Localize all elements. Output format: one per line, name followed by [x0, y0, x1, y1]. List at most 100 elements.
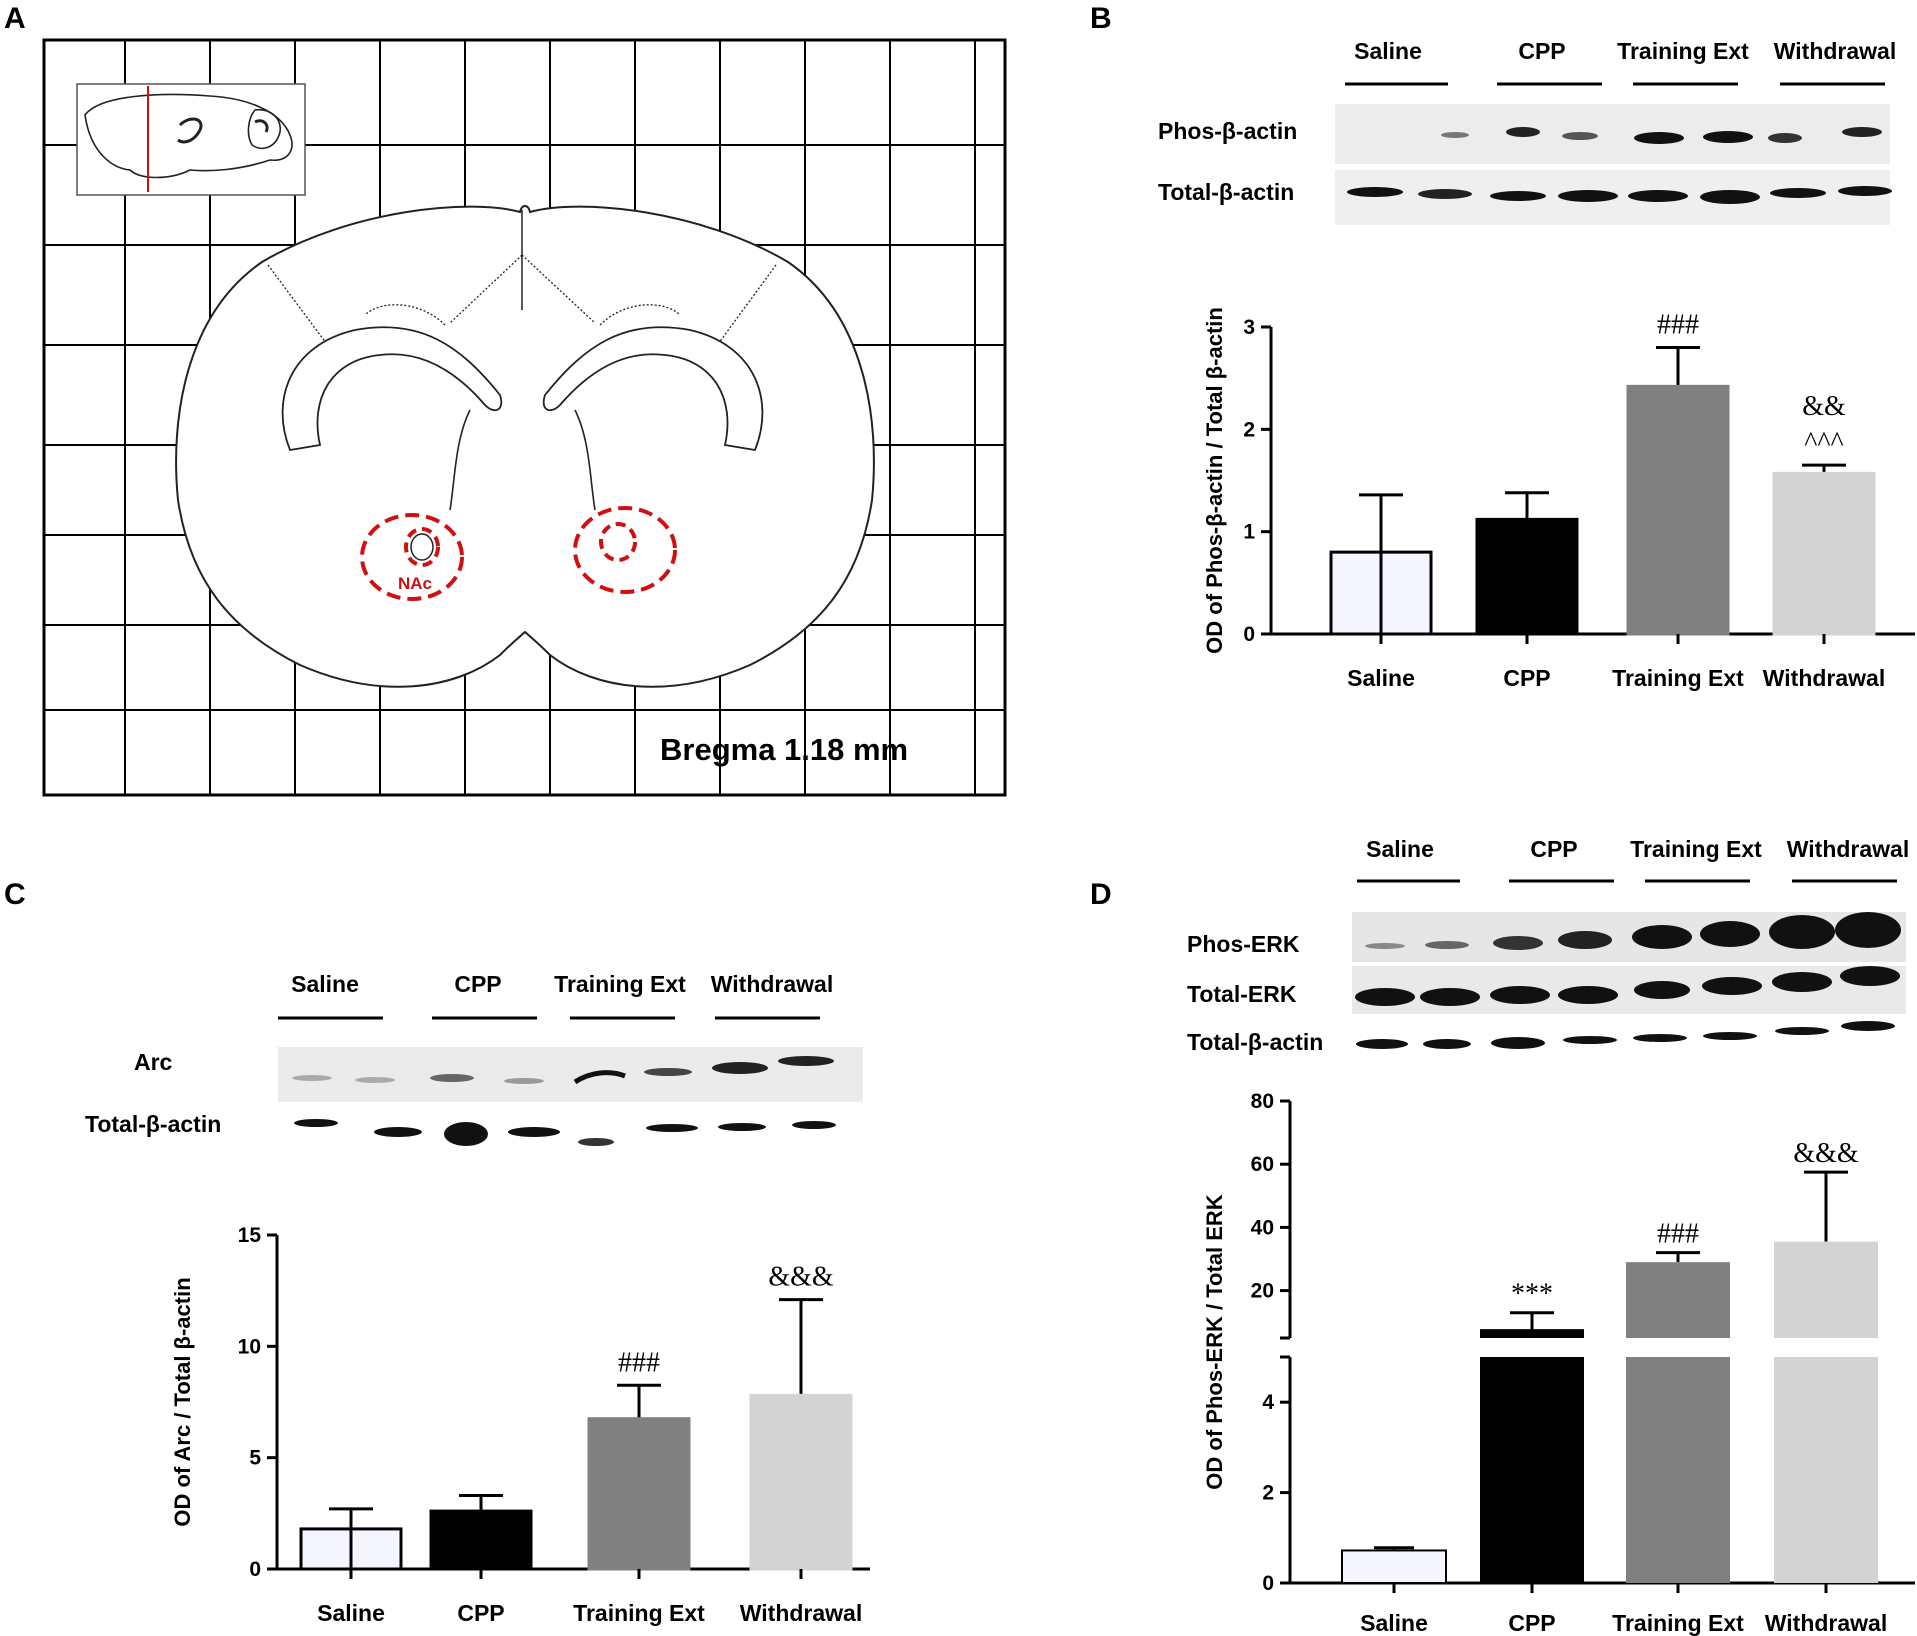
significance-label: ###: [1657, 309, 1699, 340]
x-tick-label: Saline: [1347, 665, 1415, 691]
band: [573, 1070, 626, 1085]
x-tick-label: Withdrawal: [1763, 665, 1885, 691]
lane-label-training-ext: Training Ext: [554, 971, 686, 997]
band: [644, 1068, 692, 1076]
blot-label-total-b-actin: Total-β-actin: [85, 1111, 221, 1137]
y-axis-label: OD of Arc / Total β-actin: [170, 1277, 195, 1526]
inset-brain-outline: [84, 93, 293, 179]
band: [1365, 943, 1405, 949]
y-tick-label: 0: [249, 1558, 261, 1581]
lane-label-withdrawal: Withdrawal: [1774, 38, 1896, 64]
band: [1425, 941, 1469, 949]
lane-label-training-ext: Training Ext: [1630, 836, 1762, 862]
panel-label-d: D: [1090, 878, 1112, 911]
x-tick-label: CPP: [1508, 1610, 1555, 1636]
band: [1491, 1037, 1545, 1049]
band: [1703, 131, 1753, 143]
bar-withdrawal: [749, 1393, 853, 1571]
band: [578, 1138, 614, 1146]
significance-label: ^^^: [1804, 427, 1843, 458]
bar-training-ext: [1626, 384, 1730, 636]
nac-core-outline-left: [410, 533, 434, 561]
y-tick-label: 2: [1262, 1482, 1274, 1505]
band: [1418, 189, 1472, 199]
band: [1558, 986, 1618, 1004]
lane-label-saline: Saline: [291, 971, 359, 997]
x-tick-label: CPP: [1503, 665, 1550, 691]
y-axis-label: OD of Phos-β-actin / Total β-actin: [1202, 307, 1227, 654]
x-tick-label: CPP: [457, 1600, 504, 1626]
bar-training-ext-lower: [1626, 1357, 1730, 1583]
ventricle-right: [542, 326, 764, 452]
band: [1633, 1034, 1687, 1042]
nac-outline-right: [573, 506, 677, 594]
nac-core-left: [404, 527, 440, 567]
band: [430, 1074, 474, 1082]
band: [1634, 132, 1684, 144]
bands-arc: [292, 1056, 834, 1085]
panel-label-a: A: [4, 2, 26, 35]
significance-label: &&&: [1793, 1138, 1859, 1169]
bar-cpp-lower: [1480, 1357, 1584, 1583]
band: [778, 1056, 834, 1066]
blot-strip-phos: [1335, 104, 1890, 164]
corpus-callosum-left: [364, 304, 446, 326]
blot-label-total-b-actin: Total-β-actin: [1158, 179, 1294, 205]
lane-label-saline: Saline: [1366, 836, 1434, 862]
x-tick-label: Training Ext: [1612, 665, 1744, 691]
band: [1632, 925, 1692, 949]
panel-c-chart: 0 5 10 15 OD of Arc / Total β-actin Saline CPP…: [170, 1224, 870, 1626]
y-tick-label: 3: [1243, 316, 1255, 339]
band: [1700, 190, 1760, 204]
bands-total-b-actin-d: [1356, 1021, 1895, 1049]
band: [1835, 912, 1901, 948]
blot-strip-arc: [278, 1047, 863, 1102]
bar-withdrawal-lower: [1774, 1357, 1878, 1583]
y-tick-label: 10: [238, 1335, 261, 1358]
x-tick-label: Saline: [1360, 1610, 1428, 1636]
panel-a-atlas: NAc Bregma 1.18 mm: [42, 38, 1007, 797]
nac-left: NAc: [360, 513, 464, 601]
bar-cpp: [1475, 517, 1579, 636]
band: [1768, 133, 1802, 143]
bands-total-c: [294, 1119, 836, 1146]
lane-label-training-ext: Training Ext: [1617, 38, 1749, 64]
significance-label: &&&: [768, 1262, 834, 1293]
nac-right: [573, 506, 677, 594]
bands-total: [1347, 186, 1892, 204]
panel-b-chart: 0 1 2 3 OD of Phos-β-actin / Total β-actin Sa…: [1202, 307, 1915, 691]
band: [1506, 127, 1540, 137]
corpus-callosum-right: [599, 304, 681, 326]
band: [444, 1122, 488, 1146]
lane-label-cpp: CPP: [454, 971, 501, 997]
y-tick-label: 0: [1243, 623, 1255, 646]
band: [1702, 977, 1762, 995]
cortex-boundary-right: [709, 264, 777, 356]
inset-ventricle: [177, 117, 203, 144]
band: [646, 1124, 698, 1132]
y-tick-label: 80: [1251, 1090, 1274, 1113]
band: [1493, 936, 1543, 950]
band: [1423, 1039, 1471, 1049]
lane-label-saline: Saline: [1354, 38, 1422, 64]
band: [1842, 127, 1882, 137]
band: [792, 1121, 836, 1129]
band: [1841, 1021, 1895, 1031]
blot-label-phos-b-actin: Phos-β-actin: [1158, 118, 1297, 144]
panel-d-blot: Saline CPP Training Ext Withdrawal Phos-…: [1187, 836, 1909, 1055]
significance-label: ***: [1511, 1279, 1553, 1310]
band: [1840, 966, 1900, 986]
y-axis-label: OD of Phos-ERK / Total ERK: [1202, 1194, 1227, 1489]
band: [1700, 921, 1760, 947]
nac-core-right: [599, 522, 637, 562]
inset-cerebellum-folds: [254, 119, 269, 133]
band: [1775, 1027, 1829, 1035]
x-tick-label: Training Ext: [573, 1600, 705, 1626]
lane-label-withdrawal: Withdrawal: [1787, 836, 1909, 862]
y-tick-label: 1: [1243, 521, 1255, 544]
cingulum-right: [521, 254, 596, 324]
bar-withdrawal: [1772, 471, 1876, 636]
panel-label-c: C: [4, 878, 26, 911]
y-tick-label: 15: [238, 1224, 262, 1247]
